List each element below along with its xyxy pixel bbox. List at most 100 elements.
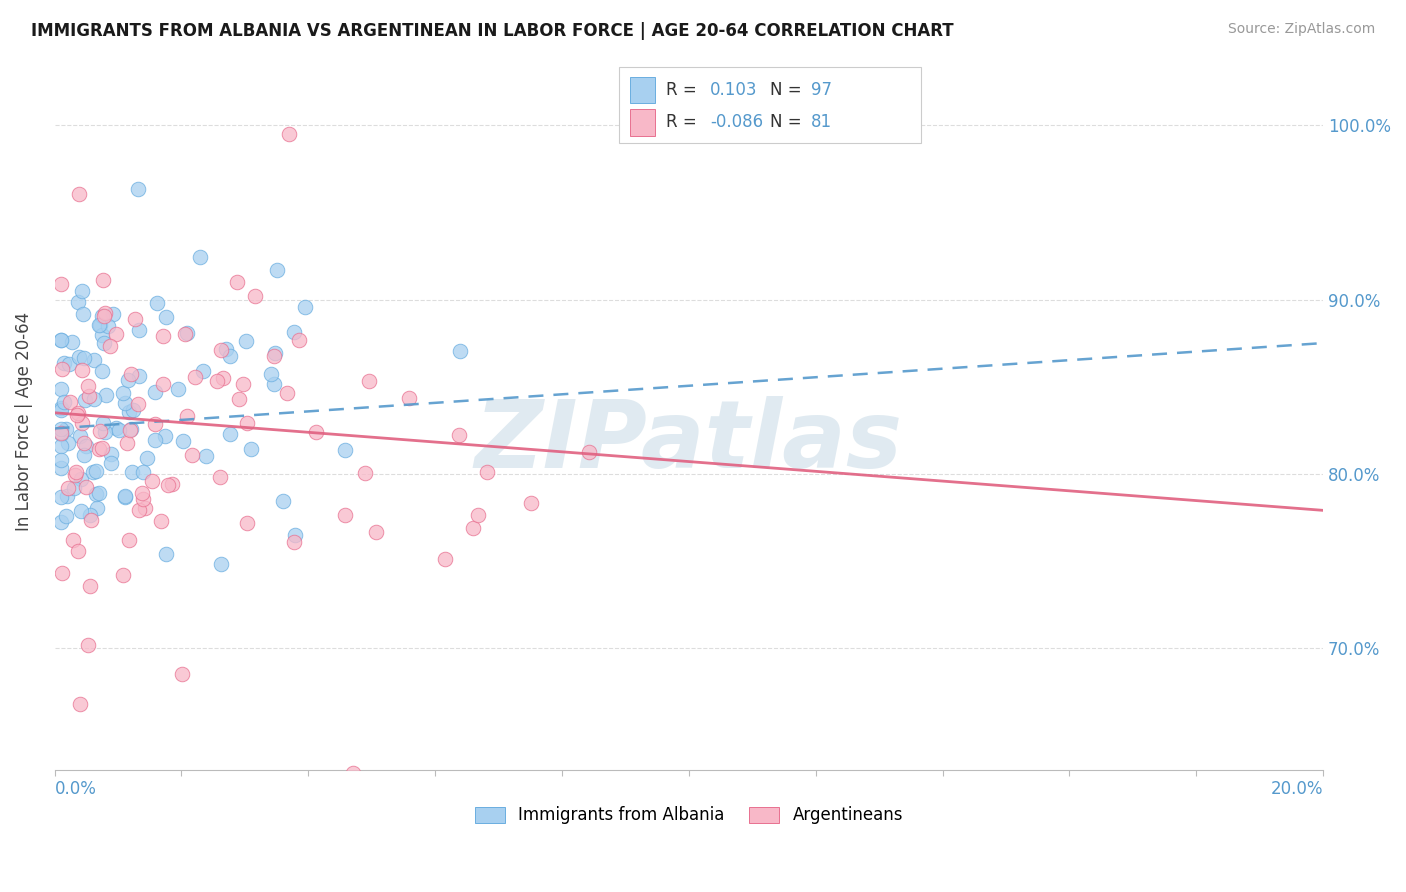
Point xyxy=(150,514,173,528)
Point xyxy=(49,460,72,475)
Point xyxy=(263,376,285,391)
Point xyxy=(79,389,101,403)
Point xyxy=(132,465,155,479)
Point xyxy=(87,442,110,457)
Point xyxy=(475,465,498,479)
Text: ZIPatlas: ZIPatlas xyxy=(475,396,903,489)
Point xyxy=(160,476,183,491)
Point xyxy=(132,491,155,506)
Point xyxy=(143,433,166,447)
Text: 0.103: 0.103 xyxy=(710,81,758,99)
Point xyxy=(117,373,139,387)
Point xyxy=(75,480,97,494)
Point xyxy=(73,448,96,462)
Point xyxy=(263,349,285,363)
Point xyxy=(111,568,134,582)
Point xyxy=(49,515,72,529)
Point xyxy=(121,422,143,436)
Point xyxy=(55,422,77,436)
Text: 0.0%: 0.0% xyxy=(55,780,97,798)
Point xyxy=(121,466,143,480)
Point xyxy=(70,284,93,298)
Point xyxy=(49,333,72,347)
Y-axis label: In Labor Force | Age 20-64: In Labor Force | Age 20-64 xyxy=(15,312,32,531)
Point xyxy=(260,367,283,381)
Point xyxy=(173,327,195,342)
Point xyxy=(91,309,114,323)
Point xyxy=(66,544,89,558)
Point xyxy=(124,312,146,326)
Point xyxy=(98,339,121,353)
Point xyxy=(49,333,72,347)
Point xyxy=(56,436,79,450)
Point xyxy=(434,552,457,566)
Point xyxy=(79,508,101,523)
Point xyxy=(59,394,82,409)
Point xyxy=(236,416,259,430)
Point xyxy=(235,516,257,530)
Text: Source: ZipAtlas.com: Source: ZipAtlas.com xyxy=(1227,22,1375,37)
Point xyxy=(70,416,93,430)
Point xyxy=(93,335,115,350)
Point xyxy=(232,376,254,391)
Point xyxy=(120,423,142,437)
Point xyxy=(93,309,115,323)
Point xyxy=(157,478,180,492)
Point xyxy=(215,342,238,356)
Point xyxy=(79,579,101,593)
Point xyxy=(172,434,194,449)
Point xyxy=(83,392,105,407)
Point xyxy=(80,513,103,527)
Point xyxy=(83,353,105,368)
Point xyxy=(104,327,127,342)
Point xyxy=(73,436,96,450)
Point xyxy=(86,500,108,515)
Point xyxy=(294,300,316,314)
Point xyxy=(181,448,204,462)
Point xyxy=(114,396,136,410)
Point xyxy=(63,467,86,482)
Point xyxy=(97,319,120,334)
Text: R =: R = xyxy=(666,113,703,131)
Point xyxy=(211,557,233,571)
Point xyxy=(141,474,163,488)
Text: 20.0%: 20.0% xyxy=(1271,780,1323,798)
Point xyxy=(65,465,87,479)
Point xyxy=(287,333,309,347)
Text: 81: 81 xyxy=(811,113,832,131)
Point xyxy=(228,392,250,406)
Point xyxy=(120,367,142,381)
Point xyxy=(145,417,167,431)
Point xyxy=(84,464,107,478)
Point xyxy=(101,307,124,321)
Point xyxy=(94,306,117,320)
Point xyxy=(73,351,96,366)
Point xyxy=(519,496,541,510)
Point xyxy=(366,525,388,540)
Text: N =: N = xyxy=(770,81,807,99)
Point xyxy=(76,638,98,652)
Point xyxy=(240,442,263,456)
Point xyxy=(66,295,89,310)
Point xyxy=(89,485,111,500)
Point xyxy=(82,466,104,480)
Point xyxy=(56,489,79,503)
Point xyxy=(100,456,122,470)
Point xyxy=(49,425,72,440)
Point xyxy=(128,502,150,516)
Point xyxy=(91,273,114,287)
Point xyxy=(62,481,84,495)
Point xyxy=(127,397,149,411)
Point xyxy=(354,466,377,480)
Point xyxy=(135,450,157,465)
Point xyxy=(128,322,150,336)
Point xyxy=(172,666,194,681)
Point xyxy=(96,388,118,402)
Point xyxy=(219,427,242,442)
Point xyxy=(90,364,112,378)
Point xyxy=(463,520,485,534)
Point xyxy=(128,368,150,383)
Point xyxy=(49,382,72,396)
Point xyxy=(167,382,190,396)
Point xyxy=(276,385,298,400)
